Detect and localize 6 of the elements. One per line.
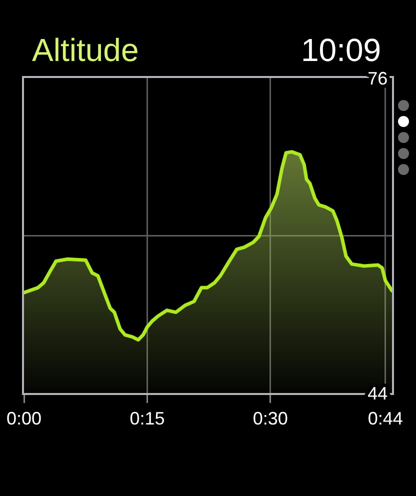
x-tick-label: 0:30	[252, 408, 288, 429]
x-tick-label: 0:00	[6, 408, 42, 429]
chart-title: Altitude	[32, 32, 139, 68]
x-tick-label: 0:15	[130, 408, 165, 429]
x-tick-label: 0:44	[368, 408, 403, 429]
text: 10:09	[301, 32, 382, 68]
